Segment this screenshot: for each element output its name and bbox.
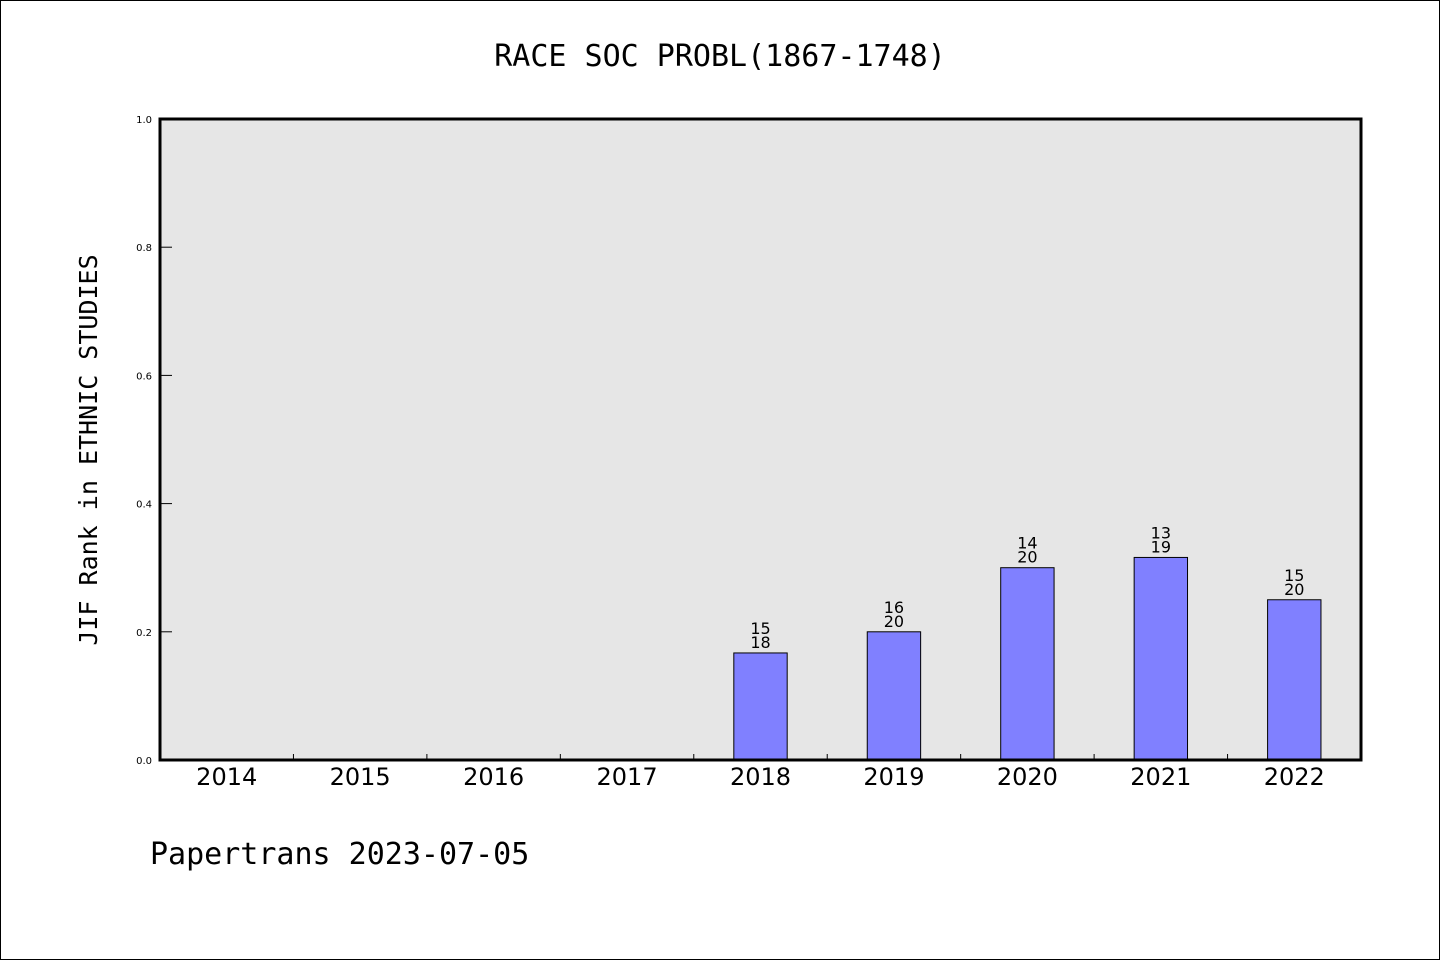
- y-tick-label: 1.0: [136, 115, 152, 126]
- x-tick-label: 2020: [997, 763, 1058, 791]
- plot-border: [158, 117, 1363, 762]
- chart-title: RACE SOC PROBL(1867-1748): [494, 39, 946, 74]
- bar-rank-label: 16: [884, 598, 904, 617]
- bar: [733, 652, 788, 761]
- footer-credit: Papertrans 2023-07-05: [150, 837, 529, 872]
- bar-rank-label: 15: [750, 619, 770, 638]
- bar-rank-label: 14: [1017, 534, 1037, 553]
- bar: [1267, 599, 1322, 761]
- bar-total-label: 19: [1151, 537, 1171, 556]
- x-tick-label: 2018: [730, 763, 791, 791]
- bar-rank-label: 15: [1284, 566, 1304, 585]
- x-tick-label: 2015: [330, 763, 391, 791]
- bar-total-label: 20: [884, 612, 904, 631]
- y-tick-label: 0.8: [136, 243, 152, 254]
- x-tick-label: 2019: [863, 763, 924, 791]
- x-tick-label: 2022: [1264, 763, 1325, 791]
- bar: [866, 631, 922, 761]
- x-tick-label: 2016: [463, 763, 524, 791]
- y-axis-label: JIF Rank in ETHNIC STUDIES: [74, 254, 103, 645]
- bar-total-label: 20: [1284, 580, 1304, 599]
- bar: [1133, 556, 1189, 761]
- x-tick-label: 2017: [597, 763, 658, 791]
- bar-rank-label: 13: [1151, 523, 1171, 542]
- y-tick-label: 0.6: [136, 371, 152, 382]
- bar-total-label: 20: [1017, 548, 1037, 567]
- y-tick-label: 0.0: [136, 756, 152, 767]
- bar-total-label: 18: [750, 633, 770, 652]
- bar: [1000, 567, 1055, 761]
- x-tick-label: 2014: [196, 763, 257, 791]
- x-tick-label: 2021: [1130, 763, 1191, 791]
- y-tick-label: 0.4: [136, 500, 152, 511]
- y-tick-label: 0.2: [136, 628, 152, 639]
